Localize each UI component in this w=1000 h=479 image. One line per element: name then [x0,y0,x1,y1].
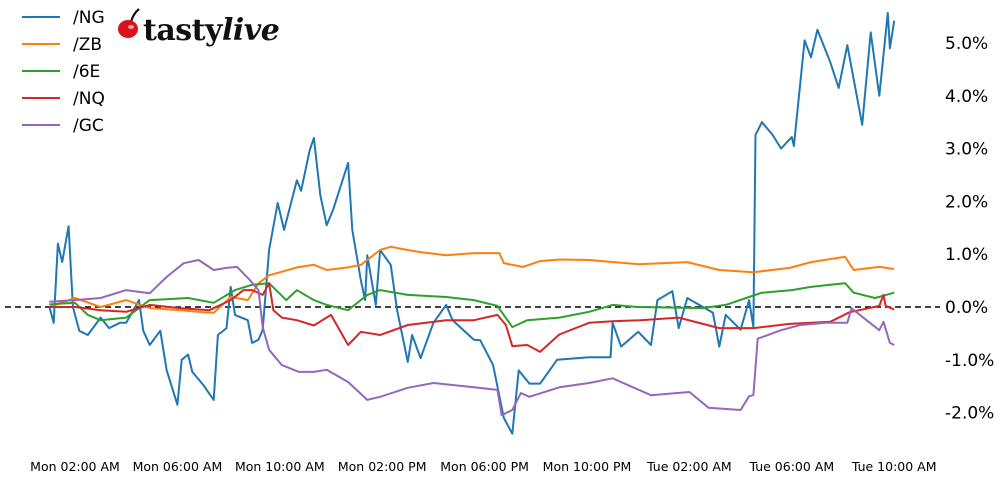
legend-label: /NQ [73,89,105,109]
x-tick-label: Tue 02:00 AM [646,459,732,474]
legend: /NG/ZB/6E/NQ/GC [22,8,105,136]
series-line-ng [48,11,896,435]
legend-label: /ZB [73,35,102,55]
x-tick-label: Mon 02:00 AM [30,459,120,474]
tastylive-logo: tastylive [118,8,280,48]
legend-item: /ZB [22,35,102,55]
legend-label: /6E [73,62,100,82]
legend-label: /NG [73,8,105,28]
y-tick-label: -2.0% [945,404,994,424]
y-tick-label: 0.0% [945,298,988,318]
x-tick-label: Tue 06:00 AM [748,459,834,474]
series-line-zb [49,245,895,314]
series-line-nq [49,282,895,353]
svg-text:tastylive: tastylive [143,13,279,48]
y-tick-label: -1.0% [945,351,994,371]
x-tick-label: Mon 06:00 PM [440,459,529,474]
series-line-gc [49,259,895,417]
x-tick-label: Mon 02:00 PM [338,459,427,474]
legend-item: /GC [22,116,104,136]
y-tick-label: 2.0% [945,192,988,212]
series-lines [48,11,896,435]
x-tick-label: Tue 10:00 AM [851,459,937,474]
y-tick-label: 5.0% [945,34,988,54]
legend-item: /NG [22,8,105,28]
x-tick-label: Mon 10:00 PM [543,459,632,474]
cherry-icon [118,8,140,38]
y-tick-label: 4.0% [945,87,988,107]
x-tick-label: Mon 06:00 AM [133,459,223,474]
legend-label: /GC [73,116,104,136]
x-tick-label: Mon 10:00 AM [235,459,325,474]
x-axis-ticks: Mon 02:00 AM Mon 06:00 AM Mon 10:00 AM Mon … [30,459,936,474]
series-line-6e [49,282,895,329]
y-axis-ticks: 5.0% 4.0% 3.0% 2.0% 1.0% 0.0% -1.0% -2.0% [945,34,994,424]
y-tick-label: 1.0% [945,245,988,265]
y-tick-label: 3.0% [945,140,988,160]
legend-item: /NQ [22,89,105,109]
legend-item: /6E [22,62,100,82]
